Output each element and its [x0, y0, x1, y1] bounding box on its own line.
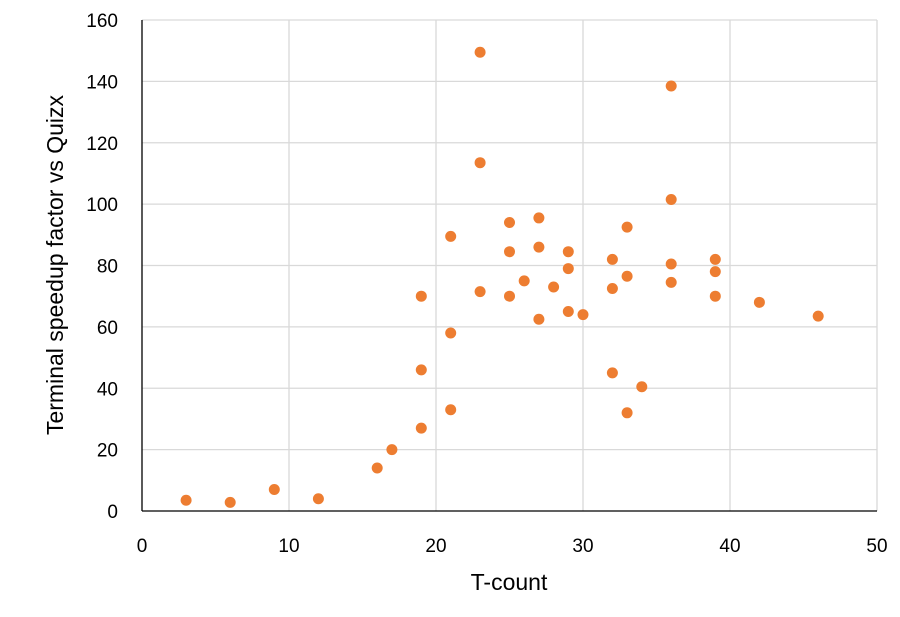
data-point [709, 290, 721, 302]
data-point [665, 276, 677, 288]
data-point [474, 157, 486, 169]
data-point [812, 310, 824, 322]
data-point [445, 230, 457, 242]
data-point [312, 493, 324, 505]
y-tick-label: 60 [97, 318, 118, 339]
data-point [577, 309, 589, 321]
data-point [562, 263, 574, 275]
data-point [415, 290, 427, 302]
y-tick-label: 80 [97, 257, 118, 278]
data-point [224, 496, 236, 508]
data-point [621, 221, 633, 233]
data-point [268, 484, 280, 496]
data-point [518, 275, 530, 287]
gridlines [142, 19, 878, 511]
data-point [636, 381, 648, 393]
data-point [415, 364, 427, 376]
data-point [474, 46, 486, 58]
data-point [533, 241, 545, 253]
axes [141, 20, 877, 512]
data-point [504, 246, 515, 258]
x-tick-label: 30 [572, 536, 593, 557]
x-tick-labels: 0 10 20 30 40 50 [137, 536, 888, 557]
x-axis-title: T-count [471, 569, 548, 595]
data-point [621, 270, 633, 282]
data-point [533, 212, 545, 224]
y-tick-label: 120 [86, 134, 118, 155]
y-tick-label: 140 [86, 72, 118, 93]
x-tick-label: 0 [137, 536, 148, 557]
x-tick-label: 10 [278, 536, 299, 557]
data-point [180, 494, 192, 506]
data-point [709, 266, 721, 278]
x-tick-label: 50 [866, 536, 887, 557]
data-point [606, 253, 618, 265]
data-point [621, 407, 633, 419]
y-tick-label: 40 [97, 379, 118, 400]
data-points [180, 46, 824, 508]
data-point [445, 404, 457, 416]
data-point [562, 246, 574, 258]
x-tick-label: 40 [719, 536, 740, 557]
x-tick-label: 20 [425, 536, 446, 557]
data-point [445, 327, 457, 339]
y-axis-title: Terminal speedup factor vs Quizx [42, 94, 68, 435]
y-tick-label: 0 [107, 502, 118, 523]
data-point [665, 194, 677, 206]
data-point [548, 281, 560, 293]
y-tick-label: 20 [97, 441, 118, 462]
data-point [474, 286, 486, 298]
data-point [709, 253, 721, 265]
data-point [504, 217, 515, 229]
data-point [665, 80, 677, 92]
y-tick-labels: 0 20 40 60 80 100 120 140 160 [86, 11, 118, 523]
y-tick-label: 160 [86, 11, 118, 32]
data-point [753, 296, 765, 308]
data-point [415, 422, 427, 434]
data-point [665, 258, 677, 270]
data-point [533, 313, 545, 325]
data-point [606, 367, 618, 379]
data-point [386, 444, 398, 456]
data-point [371, 462, 383, 474]
data-point [606, 283, 618, 295]
data-point [504, 290, 515, 302]
y-tick-label: 100 [86, 195, 118, 216]
data-point [562, 306, 574, 318]
